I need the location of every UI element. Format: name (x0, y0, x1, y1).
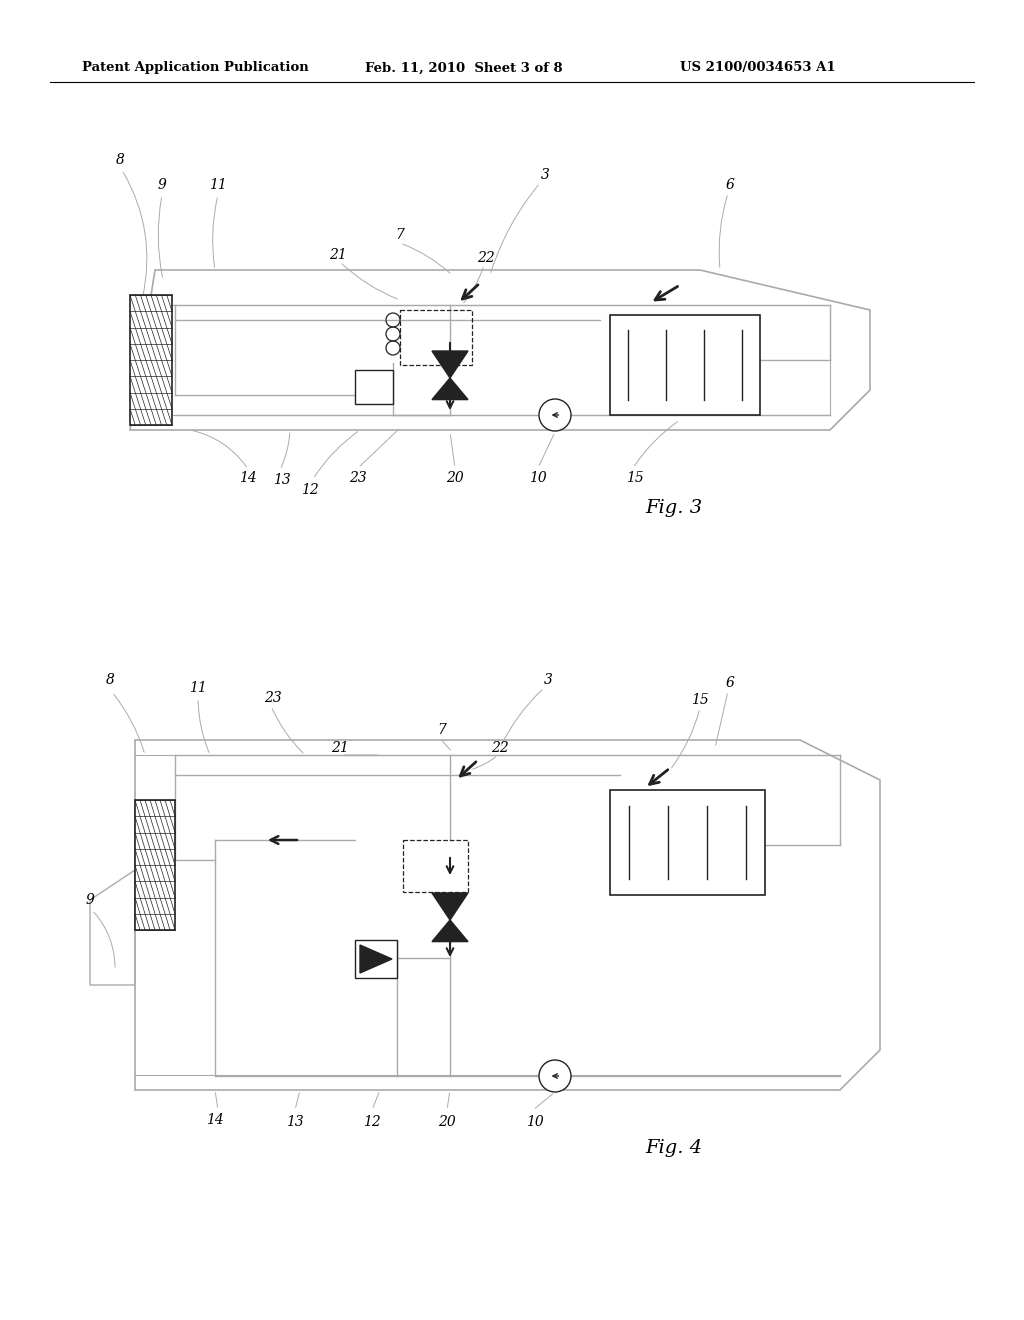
Circle shape (539, 399, 571, 432)
Bar (135, 800, 175, 931)
Text: 6: 6 (726, 676, 734, 690)
Bar (130, 294, 172, 425)
Text: 9: 9 (158, 178, 167, 191)
Text: 10: 10 (526, 1115, 544, 1129)
Text: Patent Application Publication: Patent Application Publication (82, 62, 309, 74)
Text: 10: 10 (529, 471, 547, 484)
Text: 22: 22 (492, 741, 509, 755)
Polygon shape (432, 894, 468, 920)
Text: 13: 13 (286, 1115, 304, 1129)
Text: 23: 23 (349, 471, 367, 484)
Text: US 2100/0034653 A1: US 2100/0034653 A1 (680, 62, 836, 74)
Bar (403, 840, 468, 892)
Text: 11: 11 (189, 681, 207, 696)
Text: 6: 6 (726, 178, 734, 191)
Polygon shape (432, 378, 468, 400)
Text: 7: 7 (437, 723, 446, 737)
Text: 13: 13 (273, 473, 291, 487)
Polygon shape (432, 920, 468, 941)
Text: 8: 8 (105, 673, 115, 686)
Text: 8: 8 (116, 153, 125, 168)
Circle shape (539, 1060, 571, 1092)
Text: Fig. 4: Fig. 4 (645, 1139, 702, 1158)
Text: 21: 21 (331, 741, 349, 755)
Text: 3: 3 (544, 673, 552, 686)
Text: 14: 14 (240, 471, 257, 484)
Text: 9: 9 (86, 894, 94, 907)
Text: 22: 22 (477, 251, 495, 265)
Bar (355, 370, 393, 404)
Text: 14: 14 (206, 1113, 224, 1127)
Text: 3: 3 (541, 168, 550, 182)
Bar (610, 315, 760, 414)
Text: Fig. 3: Fig. 3 (645, 499, 702, 517)
Text: 21: 21 (329, 248, 347, 261)
Text: 23: 23 (264, 690, 282, 705)
Polygon shape (360, 945, 392, 973)
Text: 7: 7 (395, 228, 404, 242)
Text: 15: 15 (691, 693, 709, 708)
Bar (400, 310, 472, 366)
Text: 11: 11 (209, 178, 227, 191)
Text: Feb. 11, 2010  Sheet 3 of 8: Feb. 11, 2010 Sheet 3 of 8 (365, 62, 562, 74)
Polygon shape (432, 351, 468, 378)
Bar (355, 940, 397, 978)
Text: 15: 15 (626, 471, 644, 484)
Text: 12: 12 (364, 1115, 381, 1129)
Text: 12: 12 (301, 483, 318, 498)
Text: 20: 20 (446, 471, 464, 484)
Bar (610, 789, 765, 895)
Text: 20: 20 (438, 1115, 456, 1129)
